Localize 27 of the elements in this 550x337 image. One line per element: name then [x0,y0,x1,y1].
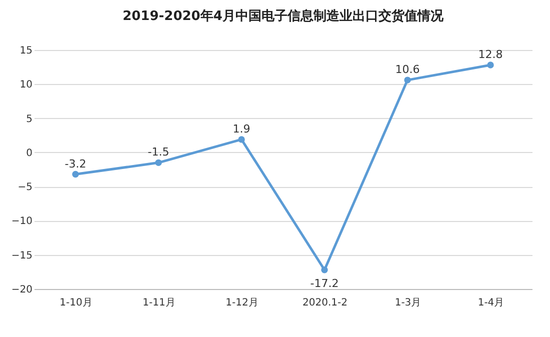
y-tick-label: 15 [20,46,32,56]
x-tick-label: 2020.1-2 [302,298,348,308]
y-tick-label: 10 [20,80,32,91]
y-tick-label: −20 [11,284,32,296]
y-tick-label: −10 [11,216,32,228]
y-tick-label: −15 [11,250,32,262]
data-label: -17.2 [310,276,339,290]
point [238,136,245,143]
chart-title: 2019-2020年4月中国电子信息制造业出口交货值情况 [122,8,444,24]
point [321,266,328,274]
x-tick-label: 1-10月 [60,298,92,308]
x-tick-label: 1-4月 [478,298,504,308]
data-label: -1.5 [148,146,170,159]
point [72,170,79,178]
x-tick-label: 1-3月 [394,298,422,308]
y-tick-label: 5 [26,114,32,125]
x-tick-label: 1-11月 [142,298,176,308]
data-label: 12.8 [478,48,503,62]
data-label: -3.2 [64,157,86,170]
y-tick-label: 0 [26,148,32,159]
y-tick-label: −5 [18,182,32,194]
point [487,62,494,68]
data-label: 10.6 [395,63,420,76]
data-label: 1.9 [232,122,250,136]
point [155,159,162,166]
x-tick-label: 1-12月 [226,298,258,308]
point [404,76,411,84]
